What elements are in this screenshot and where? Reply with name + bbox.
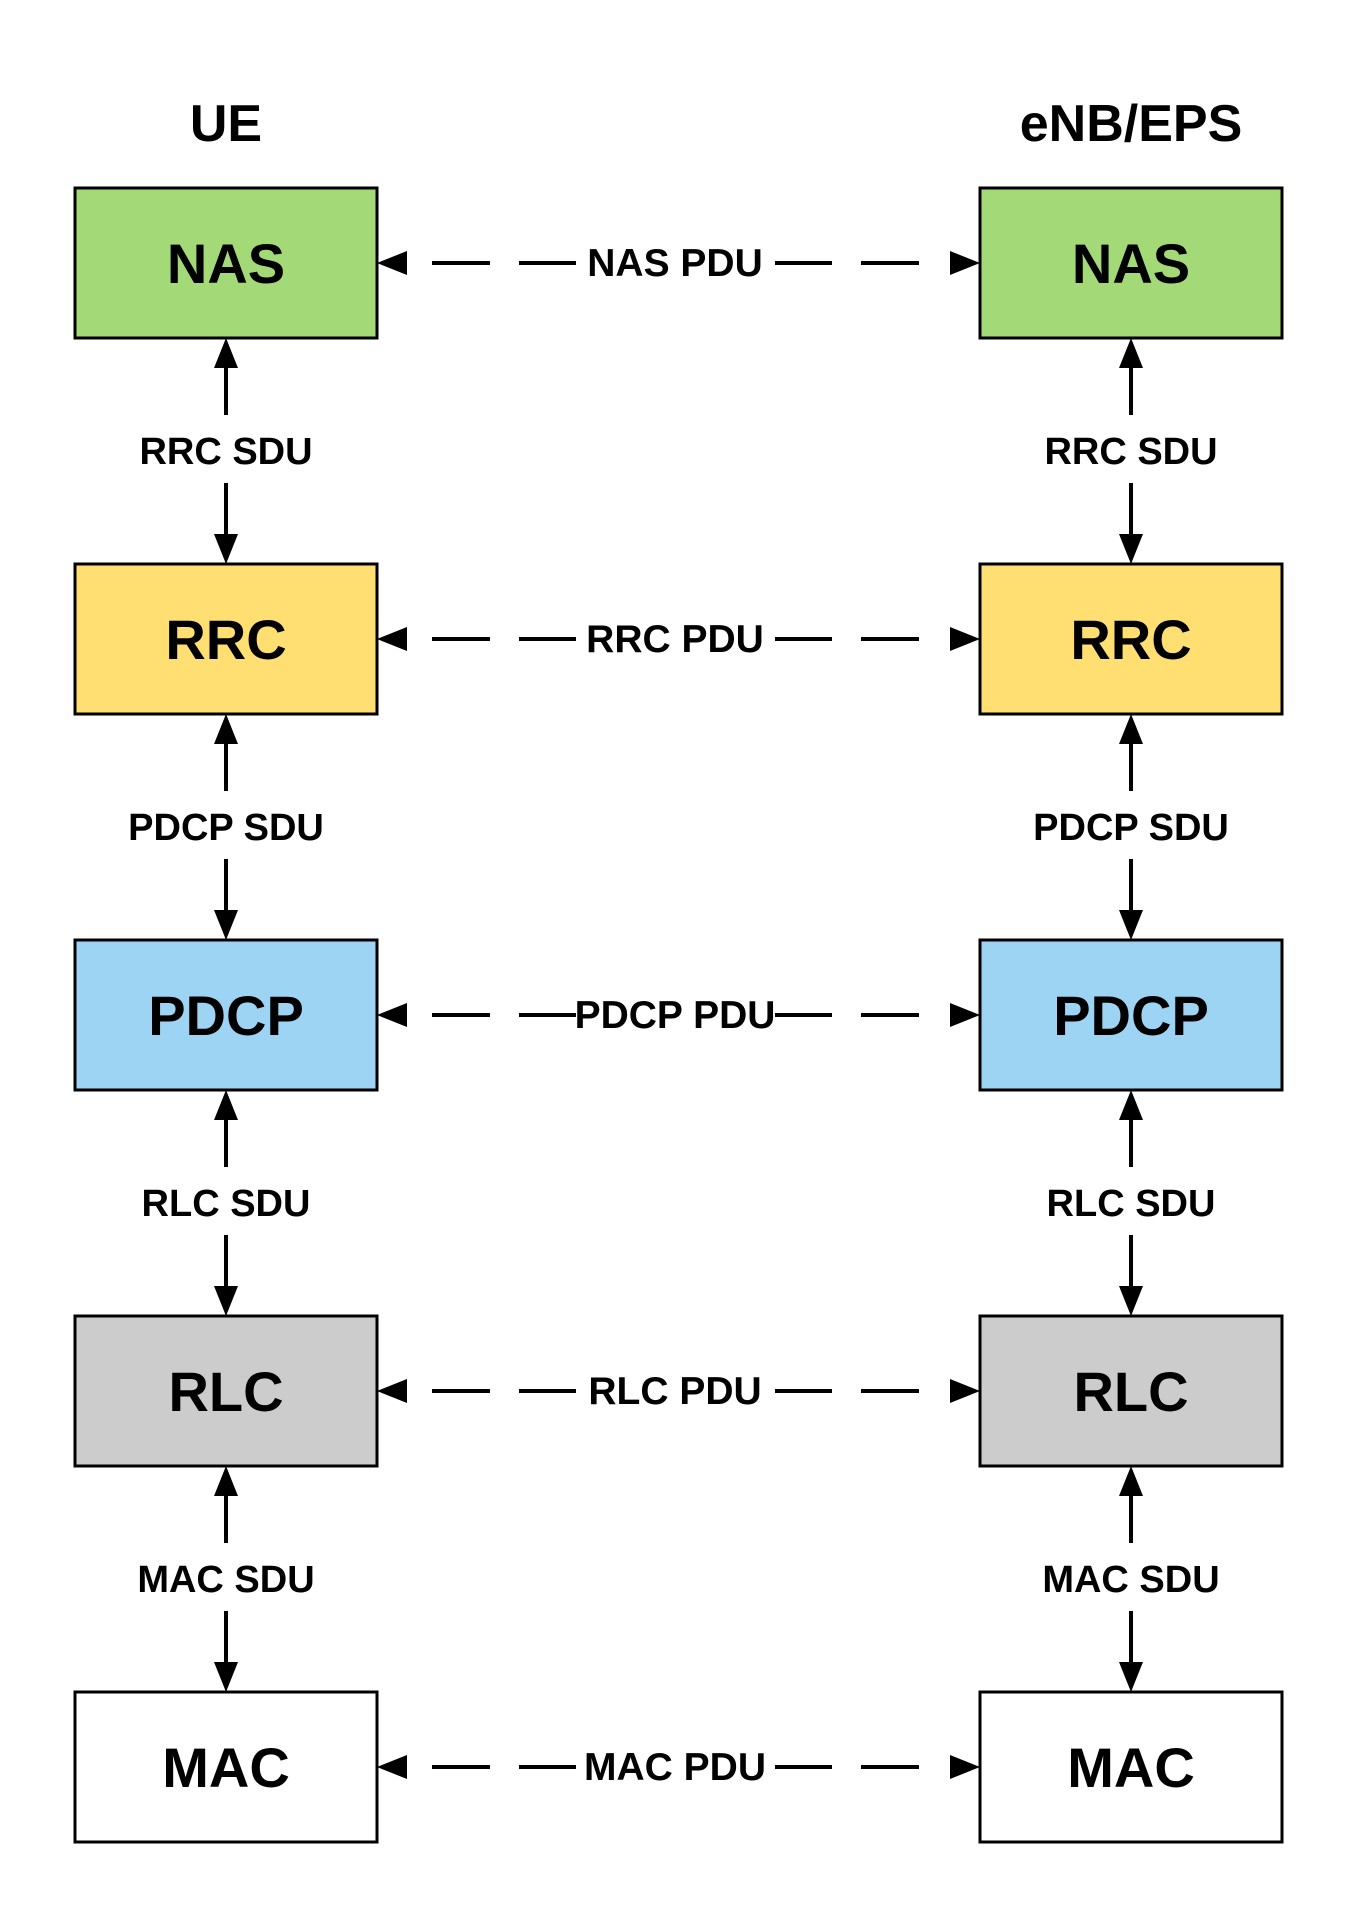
nas-peer-pdu-label: NAS PDU — [587, 242, 763, 285]
left-mac-label: MAC — [162, 1736, 290, 1799]
right-nas-sdu-arrowhead-down — [1119, 534, 1143, 564]
rlc-peer-arrowhead-left — [377, 1379, 407, 1403]
right-nas-label: NAS — [1072, 232, 1190, 295]
left-nas-label: NAS — [167, 232, 285, 295]
left-rlc-sdu-label: MAC SDU — [137, 1559, 314, 1601]
left-rlc-label: RLC — [168, 1360, 283, 1423]
left-rrc-sdu-arrowhead-down — [214, 910, 238, 940]
ue-column-title: UE — [190, 95, 262, 153]
rrc-peer-arrowhead-left — [377, 627, 407, 651]
mac-peer-arrowhead-right — [950, 1755, 980, 1779]
right-rrc-sdu-arrowhead-up — [1119, 714, 1143, 744]
right-rlc-label: RLC — [1073, 1360, 1188, 1423]
right-nas-sdu-arrowhead-up — [1119, 338, 1143, 368]
rrc-peer-arrowhead-right — [950, 627, 980, 651]
right-rlc-sdu-arrowhead-down — [1119, 1662, 1143, 1692]
rlc-peer-arrowhead-right — [950, 1379, 980, 1403]
left-rlc-box — [73, 1314, 379, 1468]
rlc-peer-pdu-label: RLC PDU — [588, 1370, 761, 1413]
pdcp-peer-arrowhead-right — [950, 1003, 980, 1027]
left-rlc-sdu-arrowhead-up — [214, 1466, 238, 1496]
left-pdcp-sdu-arrowhead-down — [214, 1286, 238, 1316]
enb-eps-column-title: eNB/EPS — [1020, 95, 1243, 153]
right-pdcp-sdu-label: RLC SDU — [1047, 1183, 1216, 1225]
right-mac-box — [978, 1690, 1284, 1844]
mac-peer-pdu-label: MAC PDU — [584, 1746, 766, 1789]
rrc-peer-pdu-label: RRC PDU — [586, 618, 764, 661]
pdcp-peer-pdu-label: PDCP PDU — [575, 994, 776, 1037]
right-pdcp-sdu-arrowhead-up — [1119, 1090, 1143, 1120]
nas-peer-arrowhead-left — [377, 251, 407, 275]
left-rrc-label: RRC — [165, 608, 286, 671]
right-rrc-sdu-label: PDCP SDU — [1033, 807, 1229, 849]
left-pdcp-box — [73, 938, 379, 1092]
left-pdcp-sdu-arrowhead-up — [214, 1090, 238, 1120]
left-nas-box — [73, 186, 379, 340]
left-rrc-sdu-arrowhead-up — [214, 714, 238, 744]
left-nas-sdu-label: RRC SDU — [139, 431, 312, 473]
left-pdcp-sdu-label: RLC SDU — [142, 1183, 311, 1225]
right-rlc-box — [978, 1314, 1284, 1468]
left-pdcp-label: PDCP — [148, 984, 304, 1047]
right-rlc-sdu-label: MAC SDU — [1042, 1559, 1219, 1601]
layers-group: NAS NAS NAS PDU RRC SDU RRC SDU RRC RRC RRC PDU… — [73, 186, 1284, 1844]
left-rrc-sdu-label: PDCP SDU — [128, 807, 324, 849]
right-nas-sdu-label: RRC SDU — [1044, 431, 1217, 473]
right-rrc-label: RRC — [1070, 608, 1191, 671]
right-pdcp-sdu-arrowhead-down — [1119, 1286, 1143, 1316]
right-mac-label: MAC — [1067, 1736, 1195, 1799]
left-rlc-sdu-arrowhead-down — [214, 1662, 238, 1692]
right-rrc-box — [978, 562, 1284, 716]
mac-peer-arrowhead-left — [377, 1755, 407, 1779]
right-rrc-sdu-arrowhead-down — [1119, 910, 1143, 940]
left-nas-sdu-arrowhead-down — [214, 534, 238, 564]
left-nas-sdu-arrowhead-up — [214, 338, 238, 368]
nas-peer-arrowhead-right — [950, 251, 980, 275]
pdcp-peer-arrowhead-left — [377, 1003, 407, 1027]
right-pdcp-label: PDCP — [1053, 984, 1209, 1047]
right-rlc-sdu-arrowhead-up — [1119, 1466, 1143, 1496]
right-nas-box — [978, 186, 1284, 340]
